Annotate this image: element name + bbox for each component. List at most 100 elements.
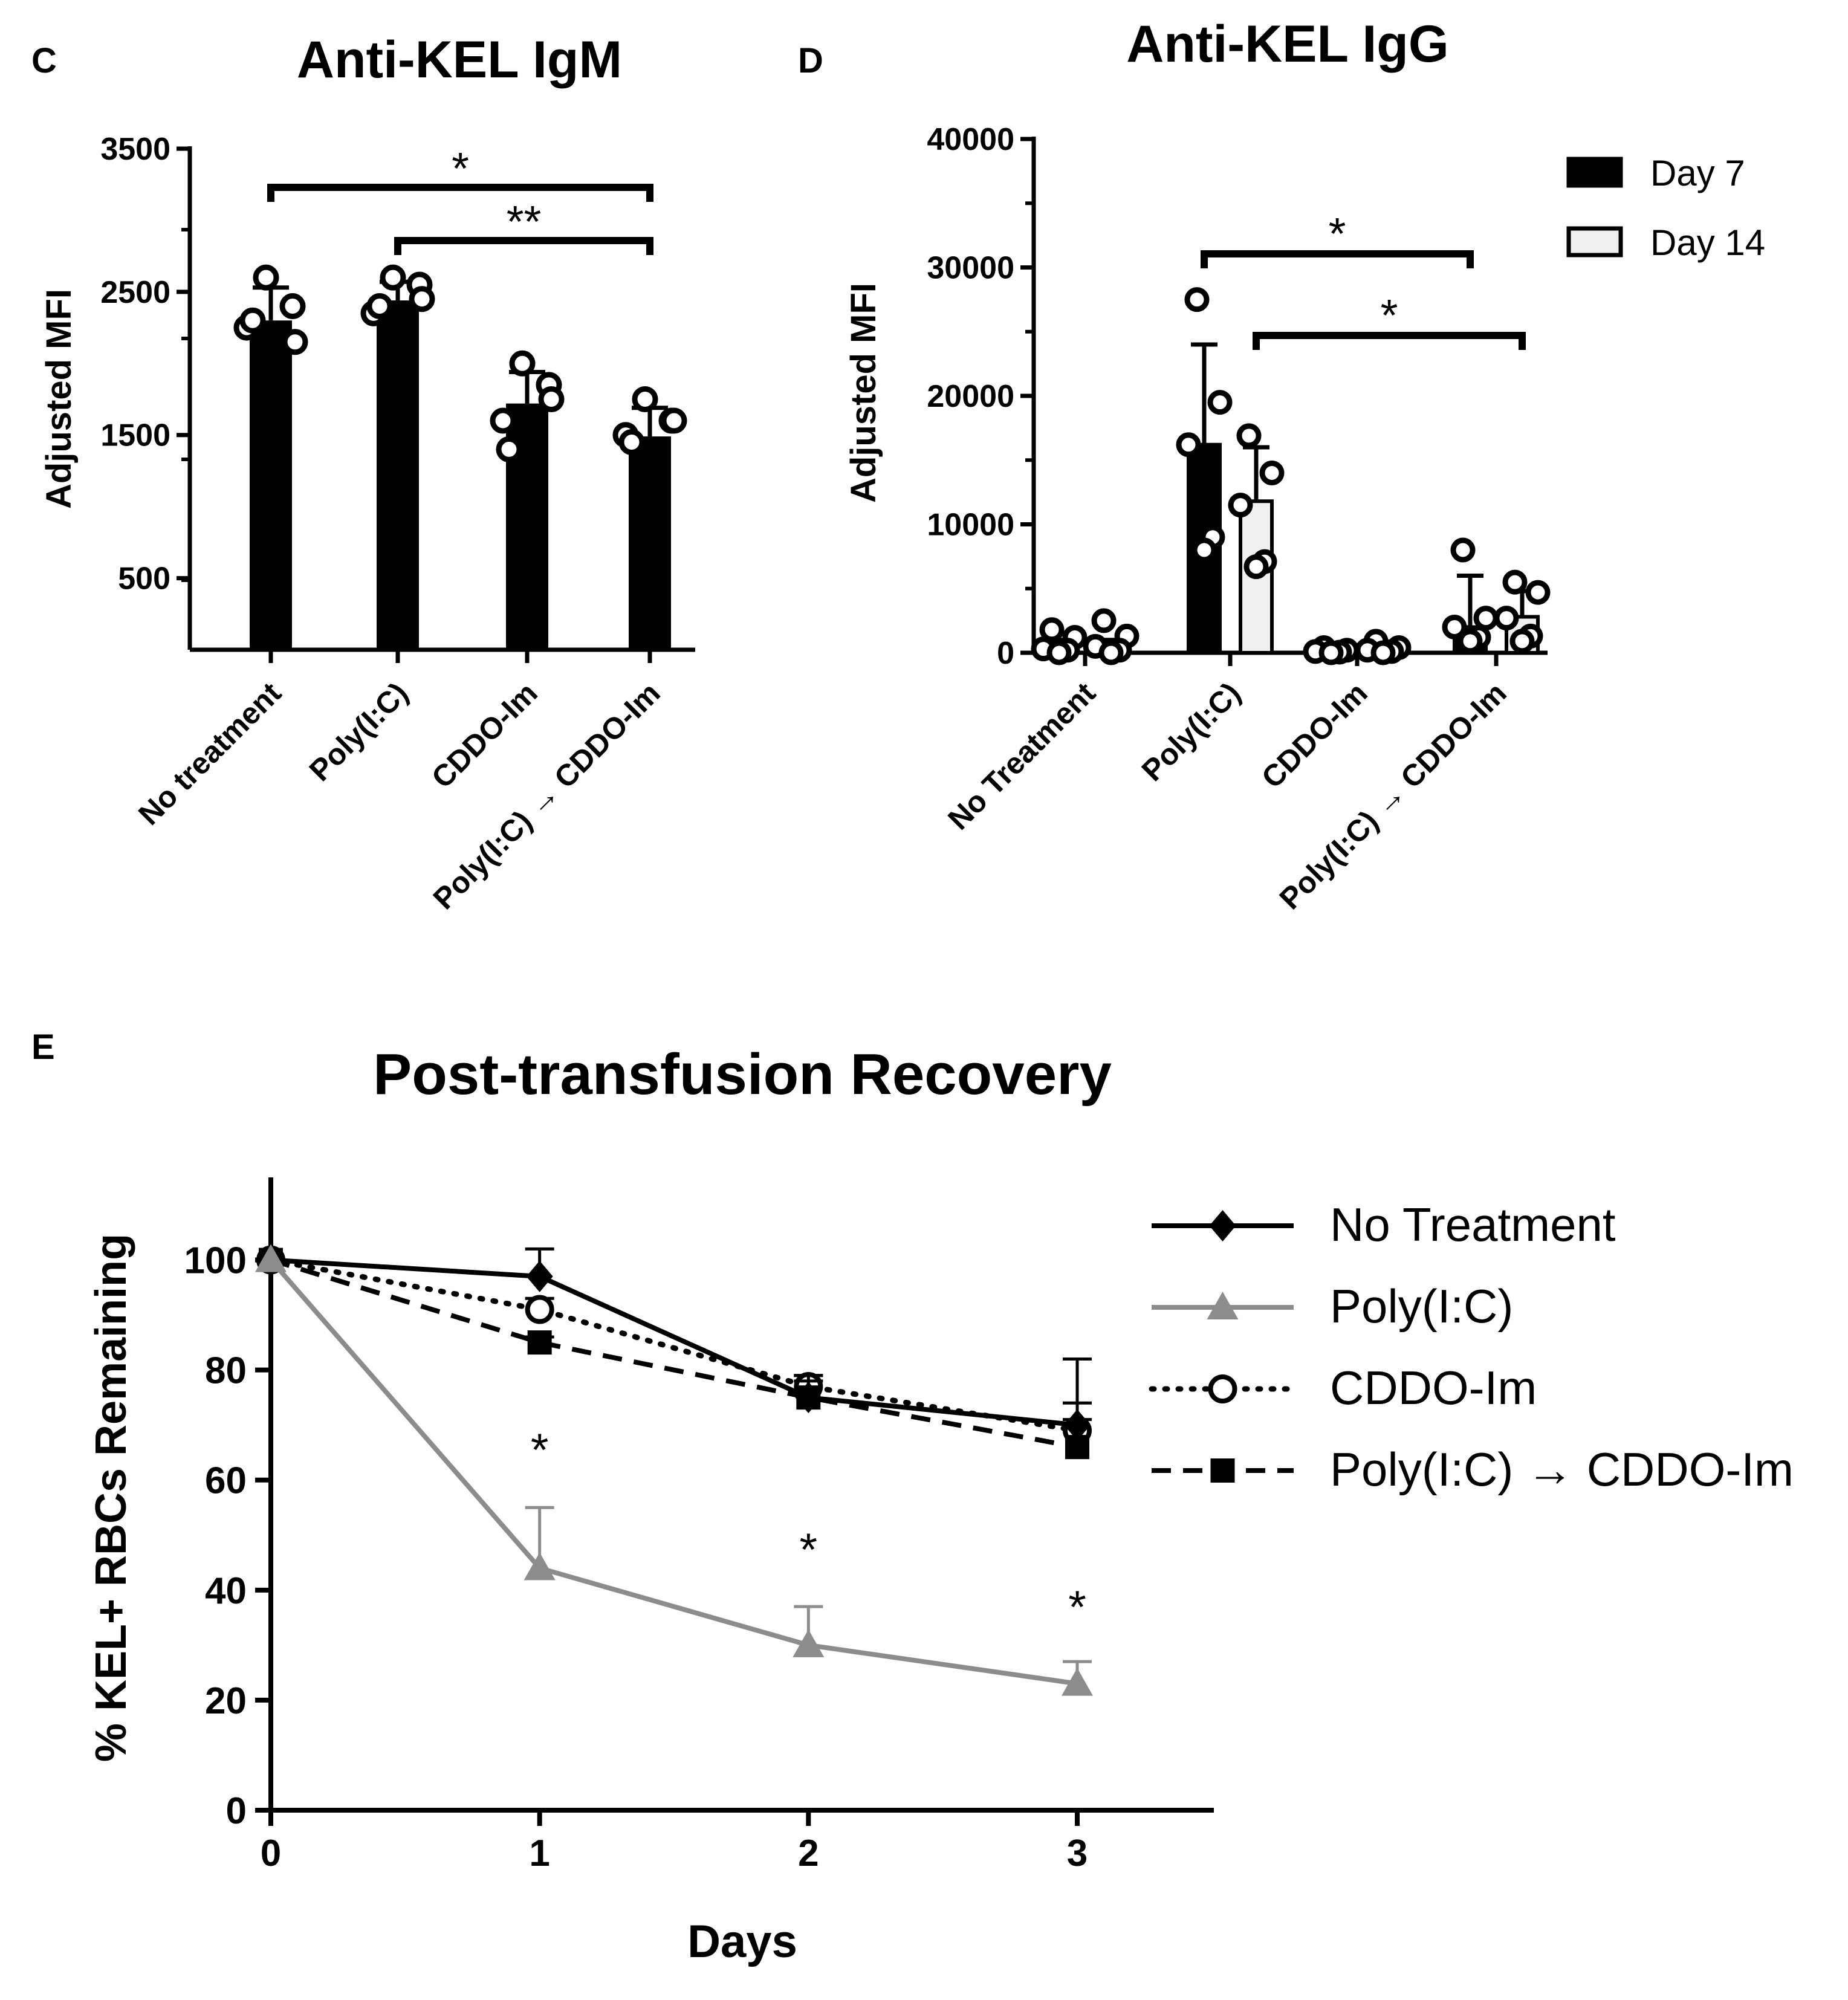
x-tick-label-c-right: CDDO-Im bbox=[548, 676, 667, 795]
data-point-d bbox=[1442, 615, 1467, 639]
legend-marker-e-1 bbox=[1207, 1292, 1239, 1319]
x-tick-label-c: No treatment bbox=[132, 676, 288, 832]
series-line-e-0 bbox=[270, 1257, 1078, 1428]
data-point-e-3-1 bbox=[527, 1330, 552, 1355]
data-point-c bbox=[366, 293, 393, 320]
data-point-d bbox=[1450, 537, 1476, 563]
data-point-e-0-1 bbox=[526, 1260, 553, 1292]
x-tick-label-e: 3 bbox=[1067, 1833, 1088, 1874]
y-tick-label-e: 0 bbox=[226, 1790, 247, 1832]
data-point-d bbox=[1039, 617, 1065, 642]
significance-star-e: * bbox=[800, 1524, 818, 1576]
data-point-e-1-2 bbox=[793, 1629, 825, 1657]
data-point-d bbox=[1370, 640, 1396, 665]
data-point-d bbox=[1228, 493, 1253, 518]
y-tick-label-d: 10000 bbox=[927, 508, 1014, 543]
data-point-c bbox=[239, 307, 266, 334]
data-point-d bbox=[1259, 461, 1285, 485]
legend-label-e-3-part-0: Poly(I:C) bbox=[1330, 1443, 1513, 1496]
bar-d-1-1 bbox=[1239, 499, 1274, 655]
bar-c-3 bbox=[629, 436, 671, 650]
y-tick-label-d: 0 bbox=[997, 636, 1014, 671]
x-tick-label-d-left: Poly(I:C) bbox=[1273, 804, 1385, 916]
data-point-e-0-3 bbox=[1064, 1409, 1091, 1441]
x-tick-label-e: 0 bbox=[261, 1833, 281, 1874]
y-tick-label-d: 20000 bbox=[927, 379, 1014, 414]
data-point-d bbox=[1243, 554, 1269, 580]
data-point-c bbox=[490, 407, 516, 434]
data-point-c bbox=[661, 407, 687, 434]
bar-c-0 bbox=[250, 320, 292, 650]
data-point-c bbox=[253, 264, 279, 291]
data-point-d bbox=[1098, 640, 1124, 665]
data-point-d bbox=[1473, 606, 1499, 631]
data-point-d bbox=[1318, 640, 1344, 665]
x-tick-label-c: Poly(I:C) bbox=[303, 676, 415, 788]
significance-star-d: * bbox=[1381, 290, 1398, 340]
x-tick-label-d: CDDO-Im bbox=[1255, 676, 1374, 795]
y-tick-label-e: 60 bbox=[205, 1460, 247, 1502]
significance-bracket-c bbox=[394, 237, 653, 255]
panel-letter-e: E bbox=[31, 1028, 55, 1067]
y-tick-label-e: 20 bbox=[205, 1680, 247, 1722]
legend-label-e-1: Poly(I:C) bbox=[1330, 1280, 1513, 1333]
chart-title-e: Post-transfusion Recovery bbox=[373, 1042, 1112, 1107]
data-point-e-1-1 bbox=[524, 1552, 556, 1581]
data-point-d bbox=[1525, 580, 1551, 605]
panel-letter-d: D bbox=[798, 41, 823, 80]
x-tick-label-c-left: Poly(I:C) bbox=[427, 804, 539, 916]
y-tick-label-e: 100 bbox=[184, 1240, 247, 1282]
chart-title-d: Anti-KEL IgG bbox=[1126, 15, 1448, 73]
legend-label-e-0: No Treatment bbox=[1330, 1198, 1616, 1251]
x-tick-label-d: Poly(I:C) → CDDO-Im bbox=[1273, 676, 1513, 916]
significance-star-c: ** bbox=[507, 196, 542, 247]
legend-label-d-1: Day 14 bbox=[1650, 222, 1765, 263]
y-tick-label-d: 30000 bbox=[927, 251, 1014, 286]
y-axis-label-e: % KEL+ RBCs Remaining bbox=[87, 1234, 135, 1762]
data-point-e-2-1 bbox=[525, 1295, 554, 1324]
x-tick-label-d: Poly(I:C) bbox=[1135, 676, 1247, 788]
legend-label-d-0: Day 7 bbox=[1650, 153, 1745, 193]
data-point-d bbox=[1494, 606, 1519, 631]
x-tick-label-e: 1 bbox=[529, 1833, 550, 1874]
y-tick-label-c: 2500 bbox=[100, 275, 170, 310]
x-tick-label-d: No Treatment bbox=[941, 676, 1102, 837]
data-point-d bbox=[1509, 629, 1535, 654]
data-point-e-1-3 bbox=[1062, 1668, 1093, 1696]
significance-star-e: * bbox=[1068, 1582, 1086, 1633]
data-point-c bbox=[279, 293, 306, 320]
data-point-d bbox=[1502, 569, 1528, 595]
data-point-d bbox=[1176, 432, 1201, 458]
x-tick-label-d-right: CDDO-Im bbox=[1394, 676, 1513, 795]
significance-bracket-d bbox=[1201, 250, 1474, 268]
significance-bracket-d bbox=[1253, 332, 1526, 350]
data-point-d bbox=[1046, 640, 1072, 665]
x-tick-label-c: CDDO-Im bbox=[425, 676, 544, 795]
data-point-d bbox=[1184, 287, 1210, 312]
data-point-c bbox=[496, 436, 522, 462]
y-tick-label-c: 3500 bbox=[100, 132, 170, 167]
data-point-d bbox=[1457, 629, 1483, 654]
y-tick-label-d: 40000 bbox=[927, 122, 1014, 157]
data-point-c bbox=[409, 286, 435, 312]
legend-label-e-3: Poly(I:C) → CDDO-Im bbox=[1330, 1443, 1794, 1496]
y-axis-label-c: Adjusted MFI bbox=[39, 289, 79, 509]
legend-label-e-3-part-1: → bbox=[1513, 1443, 1586, 1496]
data-point-c bbox=[618, 429, 645, 456]
significance-star-e: * bbox=[531, 1425, 549, 1476]
significance-star-c: * bbox=[452, 143, 469, 193]
x-axis-label-e: Days bbox=[687, 1916, 797, 1967]
data-point-d bbox=[1236, 423, 1262, 448]
legend-swatch-d-1 bbox=[1566, 226, 1623, 257]
data-point-c bbox=[380, 264, 406, 291]
y-axis-label-d: Adjusted MFI bbox=[844, 283, 883, 503]
data-point-d bbox=[1191, 537, 1217, 563]
series-line-e-2 bbox=[268, 1257, 1080, 1434]
series-line-e-1 bbox=[268, 1258, 1078, 1686]
legend-marker-e-3 bbox=[1210, 1458, 1235, 1483]
chart-title-c: Anti-KEL IgM bbox=[297, 31, 622, 89]
data-point-c bbox=[282, 329, 308, 355]
bar-c-1 bbox=[377, 300, 419, 650]
legend-swatch-d-0 bbox=[1566, 157, 1623, 188]
